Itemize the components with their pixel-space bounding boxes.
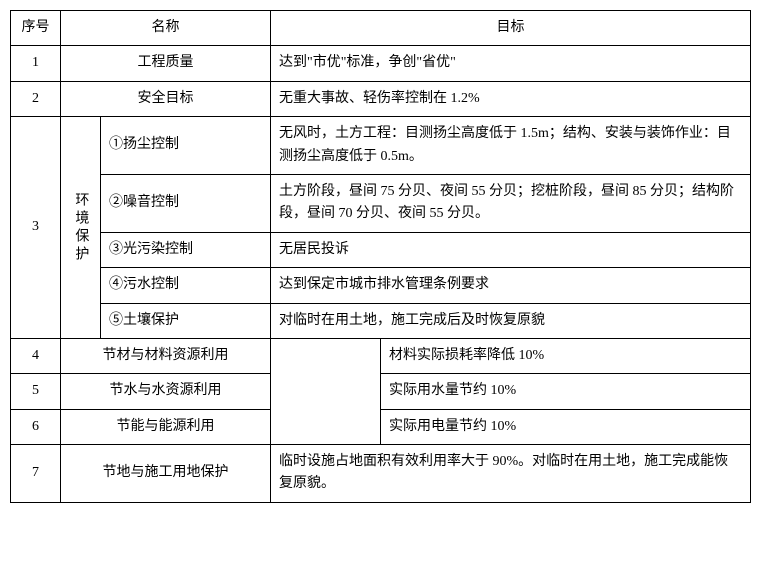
goals-table: 序号 名称 目标 1 工程质量 达到"市优"标准，争创"省优" 2 安全目标 无… [10,10,751,503]
target-cell: 无居民投诉 [271,232,751,267]
table-row: 5 节水与水资源利用 实际用水量节约 10% [11,374,751,409]
table-row: 4 节材与材料资源利用 材料实际损耗率降低 10% [11,338,751,373]
table-row: 6 节能与能源利用 实际用电量节约 10% [11,409,751,444]
table-row: ⑤土壤保护 对临时在用土地，施工完成后及时恢复原貌 [11,303,751,338]
table-row: 1 工程质量 达到"市优"标准，争创"省优" [11,46,751,81]
target-cell: 临时设施占地面积有效利用率大于 90%。对临时在用土地，施工完成能恢复原貌。 [271,445,751,503]
name-cell: 安全目标 [61,81,271,116]
subname-cell: ⑤土壤保护 [101,303,271,338]
group-label: 环境保护 [69,192,91,264]
seq-cell: 5 [11,374,61,409]
name-cell: 节能与能源利用 [61,409,271,444]
table-row: 2 安全目标 无重大事故、轻伤率控制在 1.2% [11,81,751,116]
target-cell: 实际用水量节约 10% [381,374,751,409]
target-cell: 材料实际损耗率降低 10% [381,338,751,373]
subname-cell: ④污水控制 [101,268,271,303]
table-row: 7 节地与施工用地保护 临时设施占地面积有效利用率大于 90%。对临时在用土地，… [11,445,751,503]
table-row: ②噪音控制 土方阶段，昼间 75 分贝、夜间 55 分贝；挖桩阶段，昼间 85 … [11,174,751,232]
header-target: 目标 [271,11,751,46]
target-cell: 对临时在用土地，施工完成后及时恢复原貌 [271,303,751,338]
seq-cell: 7 [11,445,61,503]
seq-cell: 2 [11,81,61,116]
group-cell: 环境保护 [61,117,101,339]
table-row: 3 环境保护 ①扬尘控制 无风时，土方工程：目测扬尘高度低于 1.5m；结构、安… [11,117,751,175]
target-cell: 土方阶段，昼间 75 分贝、夜间 55 分贝；挖桩阶段，昼间 85 分贝；结构阶… [271,174,751,232]
name-cell: 节材与材料资源利用 [61,338,271,373]
name-cell: 节水与水资源利用 [61,374,271,409]
seq-cell: 4 [11,338,61,373]
subname-cell: ①扬尘控制 [101,117,271,175]
target-cell: 达到"市优"标准，争创"省优" [271,46,751,81]
seq-cell: 6 [11,409,61,444]
header-seq: 序号 [11,11,61,46]
header-name: 名称 [61,11,271,46]
target-cell: 无风时，土方工程：目测扬尘高度低于 1.5m；结构、安装与装饰作业：目测扬尘高度… [271,117,751,175]
target-cell: 达到保定市城市排水管理条例要求 [271,268,751,303]
table-row: ③光污染控制 无居民投诉 [11,232,751,267]
name-cell: 工程质量 [61,46,271,81]
name-cell: 节地与施工用地保护 [61,445,271,503]
table-row: ④污水控制 达到保定市城市排水管理条例要求 [11,268,751,303]
seq-cell: 1 [11,46,61,81]
target-cell: 无重大事故、轻伤率控制在 1.2% [271,81,751,116]
empty-cell [271,338,381,444]
seq-cell: 3 [11,117,61,339]
target-cell: 实际用电量节约 10% [381,409,751,444]
subname-cell: ③光污染控制 [101,232,271,267]
subname-cell: ②噪音控制 [101,174,271,232]
header-row: 序号 名称 目标 [11,11,751,46]
